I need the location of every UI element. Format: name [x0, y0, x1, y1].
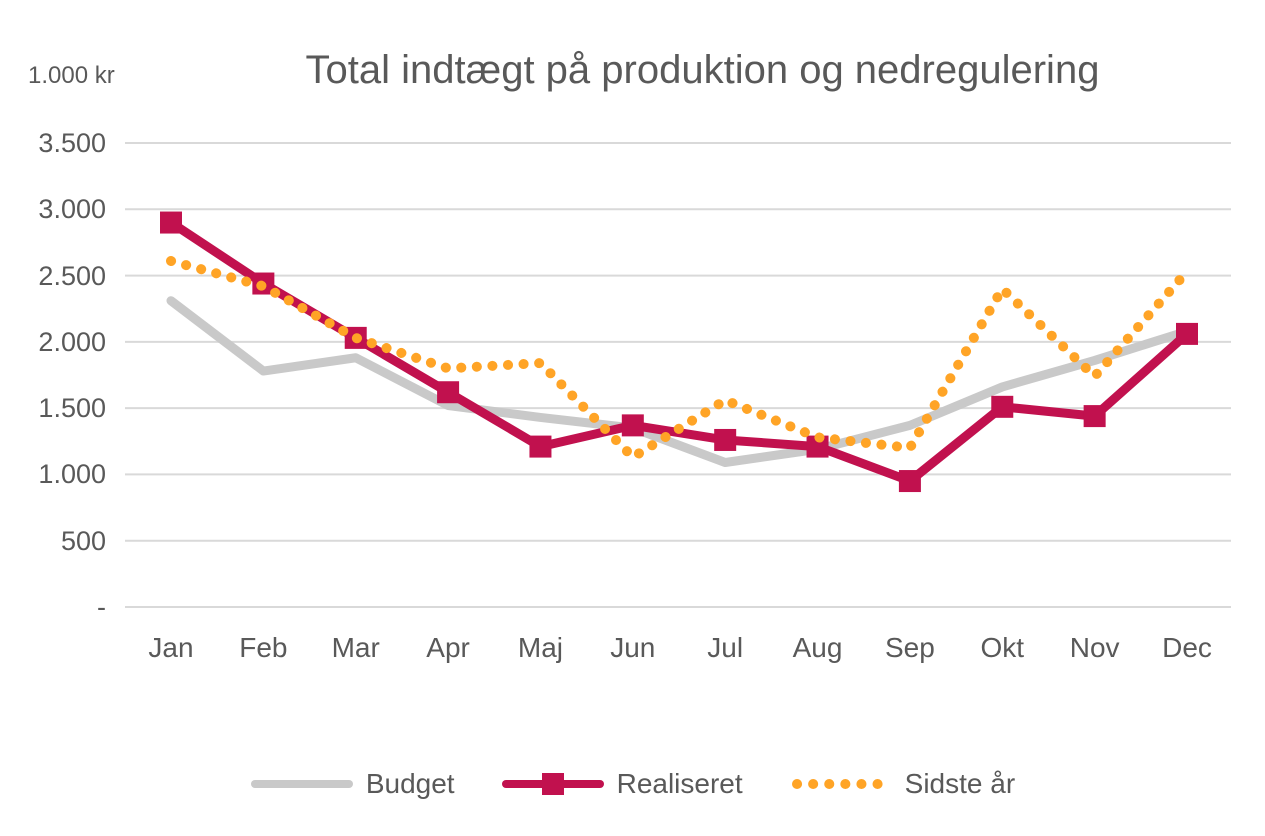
legend-item-realiseret: Realiseret: [501, 768, 743, 800]
data-point-marker: [806, 435, 829, 458]
y-tick-label: 1.000: [38, 459, 106, 490]
legend-label: Budget: [365, 768, 455, 799]
y-tick-label: -: [97, 592, 106, 622]
chart-title: Total indtægt på produktion og nedregule…: [305, 48, 1100, 92]
x-tick-label-jan: Jan: [148, 632, 194, 663]
data-point-marker: [621, 414, 644, 437]
x-tick-label-jul: Jul: [707, 632, 744, 663]
series-line-sidste-r: [166, 255, 1192, 463]
x-tick-label-aug: Aug: [792, 632, 843, 663]
y-tick-label: 1.500: [38, 393, 106, 424]
y-tick-label: 2.000: [38, 326, 106, 357]
legend-item-budget: Budget: [250, 768, 455, 800]
y-tick-label: 3.000: [38, 194, 106, 225]
plot-area: [125, 142, 1231, 608]
data-point-marker: [1083, 405, 1106, 428]
data-point-marker: [160, 211, 182, 234]
y-tick-label: 2.500: [38, 260, 106, 291]
legend-label: Realiseret: [616, 768, 743, 799]
x-tick-label-feb: Feb: [239, 632, 288, 663]
data-point-marker: [437, 381, 460, 404]
series-line-budget: [166, 296, 1192, 467]
x-tick-label-maj: Maj: [517, 632, 564, 663]
legend-label: Sidste år: [904, 768, 1016, 799]
data-point-marker: [991, 395, 1014, 418]
data-point-marker: [1176, 322, 1198, 345]
legend-swatch-dotted-line-icon: [791, 779, 890, 789]
data-point-marker: [898, 470, 921, 493]
x-tick-label-mar: Mar: [331, 632, 380, 663]
data-point-marker: [714, 428, 737, 451]
x-tick-label-dec: Dec: [1162, 632, 1212, 663]
x-tick-label-nov: Nov: [1069, 632, 1120, 663]
y-tick-label: 3.500: [38, 128, 106, 158]
x-tick-label-okt: Okt: [980, 632, 1025, 663]
x-tick-label-apr: Apr: [426, 632, 470, 663]
legend: Budget Realiseret Sidste år: [0, 768, 1265, 800]
legend-item-sidste-r: Sidste år: [789, 768, 1016, 800]
legend-swatch-line-icon: [250, 780, 353, 788]
legend-swatch-line-square-marker-icon: [501, 773, 604, 795]
data-point-marker: [529, 435, 552, 458]
x-tick-label-sep: Sep: [884, 632, 935, 663]
y-axis-unit-label: 1.000 kr: [28, 62, 115, 89]
x-tick-label-jun: Jun: [610, 632, 656, 663]
y-tick-label: 500: [60, 525, 106, 556]
